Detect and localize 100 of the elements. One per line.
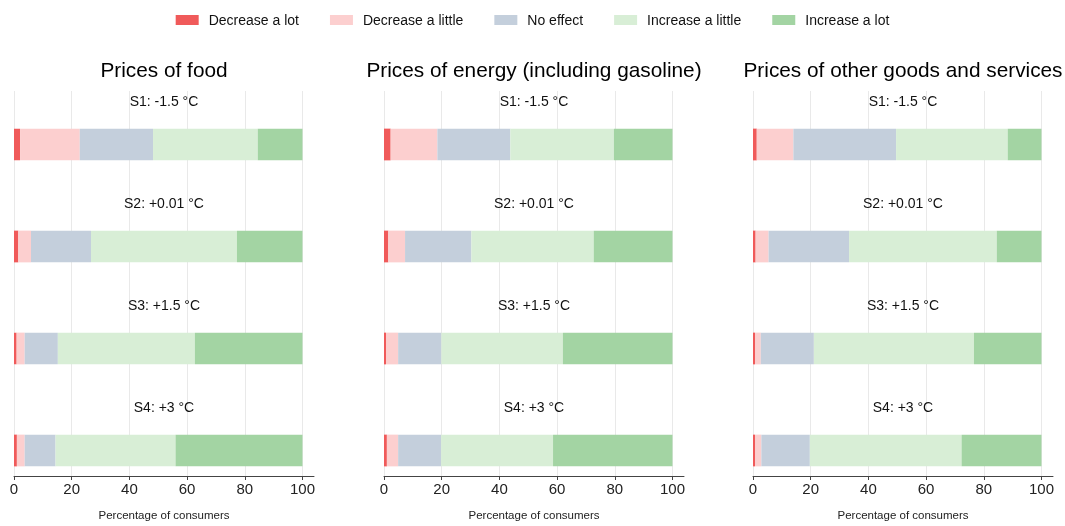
legend-label: Increase a lot [805, 12, 890, 28]
x-tick-label: 40 [490, 480, 508, 497]
bar [194, 332, 303, 365]
x-tick-label: 100 [289, 480, 315, 497]
bar [390, 128, 437, 161]
y-tick-label: S3: +1.5 °C [866, 296, 940, 313]
x-axis-title: Percentage of consumers [98, 509, 230, 521]
bar [91, 230, 237, 263]
bar [383, 332, 386, 365]
x-tick-label: 40 [121, 480, 138, 497]
bar [55, 434, 176, 467]
bar [383, 230, 388, 263]
bar [753, 128, 757, 161]
y-tick-label: S2: +0.01 °C [493, 194, 574, 211]
legend-label: Decrease a little [362, 12, 464, 28]
bar [24, 332, 58, 365]
bar [14, 128, 21, 161]
bar [961, 434, 1042, 467]
bar [79, 128, 154, 161]
y-tick-label: S1: -1.5 °C [129, 92, 199, 109]
bar [753, 434, 756, 467]
y-tick-label: S2: +0.01 °C [124, 194, 204, 211]
x-tick-label: 100 [1028, 480, 1054, 497]
bar [385, 332, 398, 365]
bar [996, 230, 1042, 263]
x-tick-label: 80 [605, 480, 623, 497]
bar [552, 434, 672, 467]
bar [175, 434, 303, 467]
x-tick-label: 80 [236, 480, 254, 497]
bar [14, 434, 17, 467]
x-tick-label: 80 [975, 480, 993, 497]
x-tick-label: 20 [63, 480, 81, 497]
bar [257, 128, 303, 161]
bar [18, 230, 32, 263]
bar [593, 230, 672, 263]
legend-label: Decrease a lot [208, 12, 300, 28]
y-tick-label: S1: -1.5 °C [499, 92, 568, 109]
chart-title: Prices of food [100, 58, 228, 81]
y-tick-label: S3: +1.5 °C [497, 296, 570, 313]
y-tick-label: S1: -1.5 °C [868, 92, 938, 109]
bar [760, 332, 814, 365]
bar [404, 230, 471, 263]
bar [613, 128, 672, 161]
bar [31, 230, 92, 263]
bar [153, 128, 258, 161]
chart-title: Prices of energy (including gasoline) [365, 58, 702, 81]
bar [387, 230, 405, 263]
x-tick-label: 60 [178, 480, 196, 497]
bar [755, 230, 769, 263]
x-tick-label: 40 [860, 480, 877, 497]
bar [397, 434, 441, 467]
bar [436, 128, 510, 161]
chart-title: Prices of other goods and services [743, 58, 1063, 81]
bar [14, 230, 19, 263]
bar [509, 128, 614, 161]
bar [849, 230, 997, 263]
x-tick-label: 0 [9, 480, 19, 497]
y-tick-label: S4: +3 °C [503, 398, 564, 415]
bar [753, 332, 756, 365]
x-tick-label: 20 [802, 480, 820, 497]
bar [562, 332, 672, 365]
y-tick-label: S4: +3 °C [133, 398, 195, 415]
bar [20, 128, 80, 161]
bar [756, 128, 794, 161]
bar [809, 434, 962, 467]
y-tick-label: S3: +1.5 °C [127, 296, 201, 313]
bar [16, 434, 25, 467]
y-tick-label: S4: +3 °C [872, 398, 934, 415]
bar [896, 128, 1008, 161]
bar [236, 230, 303, 263]
bar [793, 128, 897, 161]
bar [755, 434, 762, 467]
x-tick-label: 20 [432, 480, 450, 497]
x-tick-label: 100 [659, 480, 685, 497]
legend-label: Increase a little [647, 12, 742, 28]
bar [768, 230, 850, 263]
x-tick-label: 60 [917, 480, 935, 497]
bar [383, 434, 387, 467]
bar [16, 332, 25, 365]
bar [440, 434, 553, 467]
bar [755, 332, 761, 365]
bar [1007, 128, 1042, 161]
x-axis-title: Percentage of consumers [837, 509, 969, 521]
x-tick-label: 60 [548, 480, 565, 497]
bar [14, 332, 17, 365]
bar [440, 332, 563, 365]
x-axis-title: Percentage of consumers [467, 509, 600, 521]
x-tick-label: 0 [748, 480, 758, 497]
bar [813, 332, 974, 365]
bar [386, 434, 398, 467]
bar [973, 332, 1042, 365]
bar [753, 230, 756, 263]
bar [383, 128, 391, 161]
legend-label: No effect [527, 12, 584, 28]
bar [397, 332, 441, 365]
bar [57, 332, 195, 365]
bar [24, 434, 56, 467]
bar [470, 230, 594, 263]
y-tick-label: S2: +0.01 °C [863, 194, 943, 211]
bar [761, 434, 810, 467]
